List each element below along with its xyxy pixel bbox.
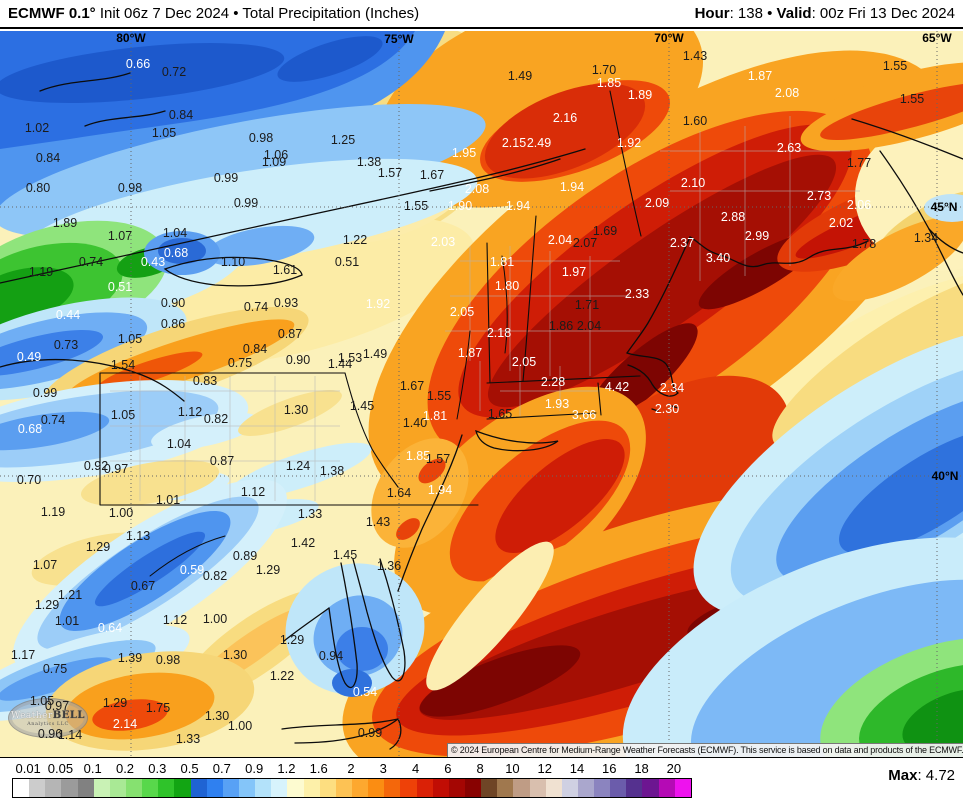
map-canvas: [0, 31, 963, 757]
color-scale-bar: [12, 778, 692, 798]
color-scale-tick: 8: [476, 761, 484, 776]
precipitation-field: [0, 31, 963, 757]
forecast-hour-valid: Hour: 138 • Valid: 00z Fri 13 Dec 2024: [694, 5, 955, 22]
color-scale-cell: [287, 779, 304, 797]
color-scale-cell: [271, 779, 288, 797]
color-scale-tick: 10: [505, 761, 520, 776]
color-scale-tick: 0.7: [212, 761, 231, 776]
color-scale-cell: [400, 779, 417, 797]
color-scale-cell: [109, 779, 126, 797]
color-scale-tick: 0.5: [180, 761, 199, 776]
color-scale-cell: [529, 779, 546, 797]
color-scale-tick: 0.1: [83, 761, 102, 776]
color-scale-tick: 16: [602, 761, 617, 776]
color-scale-cell: [610, 779, 627, 797]
color-scale-cell: [416, 779, 433, 797]
color-scale-tick: 0.01: [15, 761, 41, 776]
color-scale-tick: 3: [379, 761, 387, 776]
color-scale-tick: 4: [411, 761, 420, 776]
color-scale-tick: 6: [444, 761, 452, 776]
header-bar: ECMWF 0.1° Init 06z 7 Dec 2024 • Total P…: [0, 0, 963, 29]
coastlines-and-borders: [0, 72, 963, 750]
color-scale-tick: 0.3: [148, 761, 167, 776]
color-scale-cell: [190, 779, 207, 797]
color-scale-cell: [658, 779, 675, 797]
color-scale-tick: 0.05: [47, 761, 74, 776]
color-scale-tick: 1.6: [309, 761, 328, 776]
max-value: Max: 4.72: [888, 767, 955, 784]
color-scale-cell: [481, 779, 498, 797]
color-scale-cell: [384, 779, 401, 797]
color-scale-tick: 2: [347, 761, 355, 776]
color-scale-cell: [158, 779, 175, 797]
color-scale-tick: 0.2: [115, 761, 135, 776]
color-scale-cell: [255, 779, 272, 797]
map-title: ECMWF 0.1° Init 06z 7 Dec 2024 • Total P…: [8, 5, 420, 22]
color-scale-cell: [464, 779, 482, 797]
color-scale-tick: 0.9: [245, 761, 264, 776]
color-scale-tick: 1.2: [277, 761, 296, 776]
color-scale-cell: [626, 779, 643, 797]
color-scale-cell: [238, 779, 256, 797]
color-scale-tick: 20: [666, 761, 682, 776]
color-scale-tick: 14: [569, 761, 585, 776]
color-scale-tick: 18: [634, 761, 649, 776]
color-scale-cell: [368, 779, 385, 797]
color-scale-tick: 12: [537, 761, 552, 776]
color-scale-cell: [432, 779, 449, 797]
color-scale-cell: [448, 779, 465, 797]
color-scale-cell: [125, 779, 143, 797]
color-scale-cell: [174, 779, 191, 797]
color-scale-cell: [497, 779, 514, 797]
color-scale-cell: [61, 779, 78, 797]
color-scale-cell: [594, 779, 611, 797]
color-scale-ticks: 0.01 0.05 0.1 0.2 0.3 0.5 0.7 0.9 1.2 1.6 2 3 4 6 8 10 1…: [0, 761, 963, 776]
graticule-lines: [0, 31, 963, 757]
color-scale-cell: [642, 779, 659, 797]
color-scale-cell: [29, 779, 46, 797]
color-scale-cell: [335, 779, 352, 797]
color-scale: 0.01 0.05 0.1 0.2 0.3 0.5 0.7 0.9 1.2 1.6 2 3 4 6 8 10 1…: [0, 757, 963, 808]
color-scale-cell: [222, 779, 239, 797]
color-scale-cell: [13, 779, 30, 797]
color-scale-cell: [303, 779, 320, 797]
color-scale-cell: [351, 779, 369, 797]
color-scale-cell: [674, 779, 691, 797]
color-scale-cell: [577, 779, 595, 797]
color-scale-cell: [319, 779, 336, 797]
color-scale-cell: [545, 779, 562, 797]
color-scale-cell: [561, 779, 578, 797]
color-scale-cell: [142, 779, 159, 797]
color-scale-cell: [77, 779, 94, 797]
map-area: [0, 31, 963, 757]
county-borders: [110, 116, 860, 501]
color-scale-cell: [45, 779, 62, 797]
color-scale-cell: [93, 779, 110, 797]
color-scale-cell: [513, 779, 530, 797]
color-scale-cell: [206, 779, 223, 797]
